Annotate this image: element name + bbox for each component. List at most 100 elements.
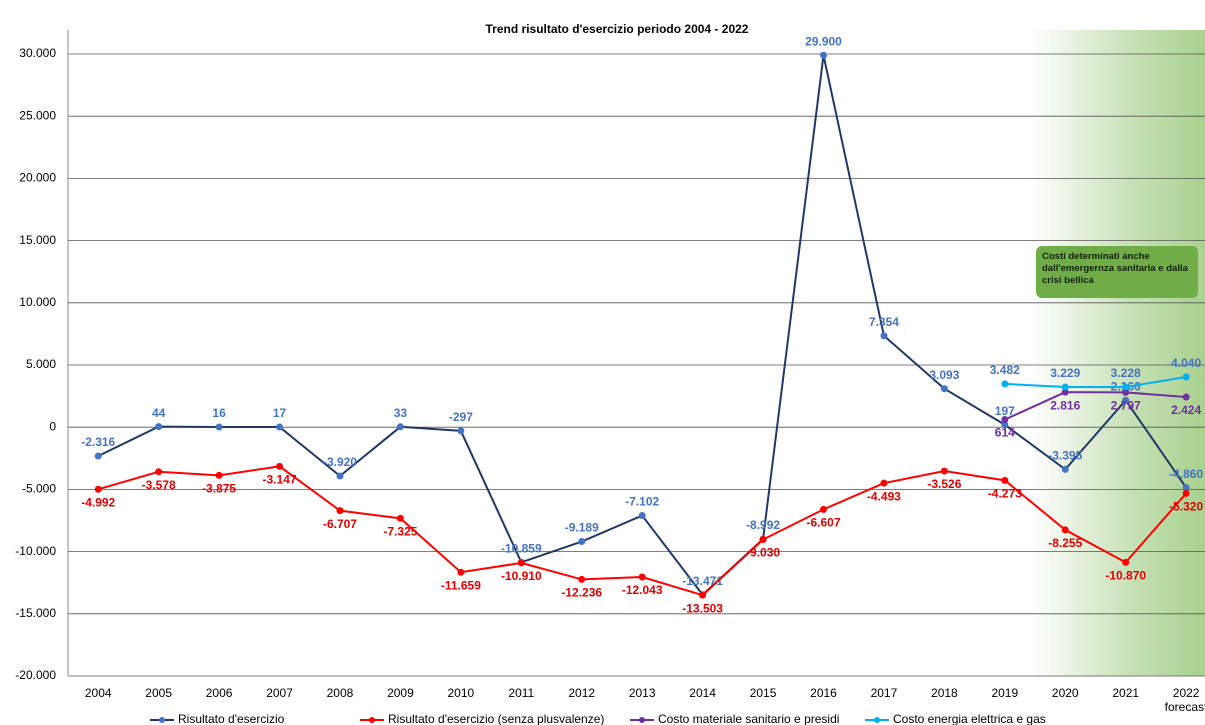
data-point — [1182, 484, 1190, 492]
data-label: -3.395 — [1048, 449, 1082, 463]
data-point — [880, 479, 888, 487]
data-label: 197 — [995, 404, 1015, 418]
data-point — [578, 575, 586, 583]
data-label: 3.482 — [990, 363, 1020, 377]
data-label: -7.102 — [625, 495, 659, 509]
data-point — [94, 452, 102, 460]
data-label: 2.424 — [1171, 403, 1201, 417]
annotation: Costi determinati anche dall'emergernza … — [1036, 246, 1198, 298]
data-point — [820, 505, 827, 513]
data-label: -8.255 — [1048, 536, 1082, 550]
data-point — [1182, 489, 1190, 497]
data-label: -3.578 — [142, 478, 176, 492]
data-point — [1061, 388, 1069, 396]
data-label: 16 — [212, 406, 226, 420]
data-label: -3.875 — [202, 482, 236, 496]
series-line — [1004, 391, 1187, 421]
data-label: -6.707 — [323, 517, 357, 531]
data-label: 3.228 — [1111, 366, 1141, 380]
y-tick-label: 10.000 — [19, 295, 56, 309]
data-label: -9.030 — [746, 546, 780, 560]
data-point — [578, 538, 586, 546]
y-tick-label: -10.000 — [15, 544, 56, 558]
legend-label: Risultato d'esercizio — [178, 712, 285, 725]
x-tick-label: 2011 — [508, 686, 534, 700]
data-label: -5.320 — [1169, 500, 1203, 514]
data-label: -297 — [449, 410, 473, 424]
legend-marker — [874, 717, 880, 723]
data-label: 2.797 — [1111, 399, 1141, 413]
data-point — [1001, 416, 1009, 424]
x-tick-label: 2018 — [931, 686, 958, 700]
data-point — [1182, 393, 1190, 401]
data-point — [1122, 388, 1130, 396]
data-label: -3.526 — [927, 477, 961, 491]
data-point — [1122, 558, 1130, 566]
x-tick-label: 2016 — [810, 686, 837, 700]
data-point — [276, 462, 284, 470]
x-tick-label: 2010 — [448, 686, 475, 700]
data-label: -8.992 — [746, 518, 780, 532]
chart-title: Trend risultato d'esercizio periodo 2004… — [486, 22, 749, 36]
x-tick-label: 2021 — [1112, 686, 1139, 700]
y-tick-label: -5.000 — [22, 482, 56, 496]
data-label: -10.910 — [501, 569, 542, 583]
data-point — [759, 536, 767, 544]
legend-label: Costo materiale sanitario e presidi — [658, 712, 839, 725]
data-point — [940, 385, 948, 393]
data-label: -4.992 — [81, 495, 115, 509]
x-tick-label: 2007 — [266, 686, 293, 700]
data-point — [638, 512, 646, 520]
data-label: -12.043 — [622, 583, 663, 597]
data-label: -4.273 — [988, 487, 1022, 501]
data-label: 2.816 — [1050, 398, 1080, 412]
data-point — [396, 514, 404, 522]
x-tick-label: 2006 — [206, 686, 233, 700]
data-point — [276, 423, 284, 431]
forecast-zone — [1030, 30, 1205, 676]
data-point — [336, 472, 344, 480]
data-label: 4.040 — [1171, 356, 1201, 370]
data-point — [940, 467, 948, 475]
data-point — [638, 573, 646, 581]
data-label: 44 — [152, 406, 166, 420]
y-tick-label: 20.000 — [19, 171, 56, 185]
y-tick-label: 30.000 — [19, 46, 56, 60]
x-tick-label: 2008 — [327, 686, 354, 700]
data-point — [155, 423, 163, 431]
data-label: -3.147 — [263, 473, 297, 487]
data-label: -6.607 — [806, 516, 840, 530]
data-label: -10.859 — [501, 541, 542, 555]
x-tick-label: 2009 — [387, 686, 414, 700]
data-point — [457, 427, 465, 435]
y-tick-label: 5.000 — [26, 357, 56, 371]
x-tick-label: 2017 — [871, 686, 898, 700]
data-point — [215, 423, 223, 431]
data-label: -3.920 — [323, 455, 357, 469]
y-tick-label: 15.000 — [19, 233, 56, 247]
data-point — [517, 559, 525, 567]
y-tick-label: -15.000 — [15, 606, 56, 620]
data-point — [1061, 383, 1069, 391]
data-label: -13.503 — [682, 601, 723, 615]
data-point — [1182, 373, 1190, 381]
data-point — [880, 332, 888, 340]
data-point — [1001, 476, 1009, 484]
y-tick-label: 25.000 — [19, 108, 56, 122]
series-line — [1004, 375, 1187, 389]
data-point — [1001, 380, 1009, 388]
data-label: 17 — [273, 406, 287, 420]
legend-marker — [369, 717, 375, 723]
data-point — [155, 468, 163, 476]
data-point — [336, 507, 344, 515]
x-tick-label: 2015 — [750, 686, 777, 700]
data-label: 29.900 — [805, 34, 842, 48]
x-tick-label: 2014 — [689, 686, 716, 700]
data-label: 614 — [995, 426, 1015, 440]
data-label: -2.316 — [81, 435, 115, 449]
data-label: -11.659 — [441, 578, 481, 592]
y-tick-label: 0 — [49, 419, 56, 433]
data-point — [820, 51, 827, 59]
data-point — [215, 471, 223, 479]
